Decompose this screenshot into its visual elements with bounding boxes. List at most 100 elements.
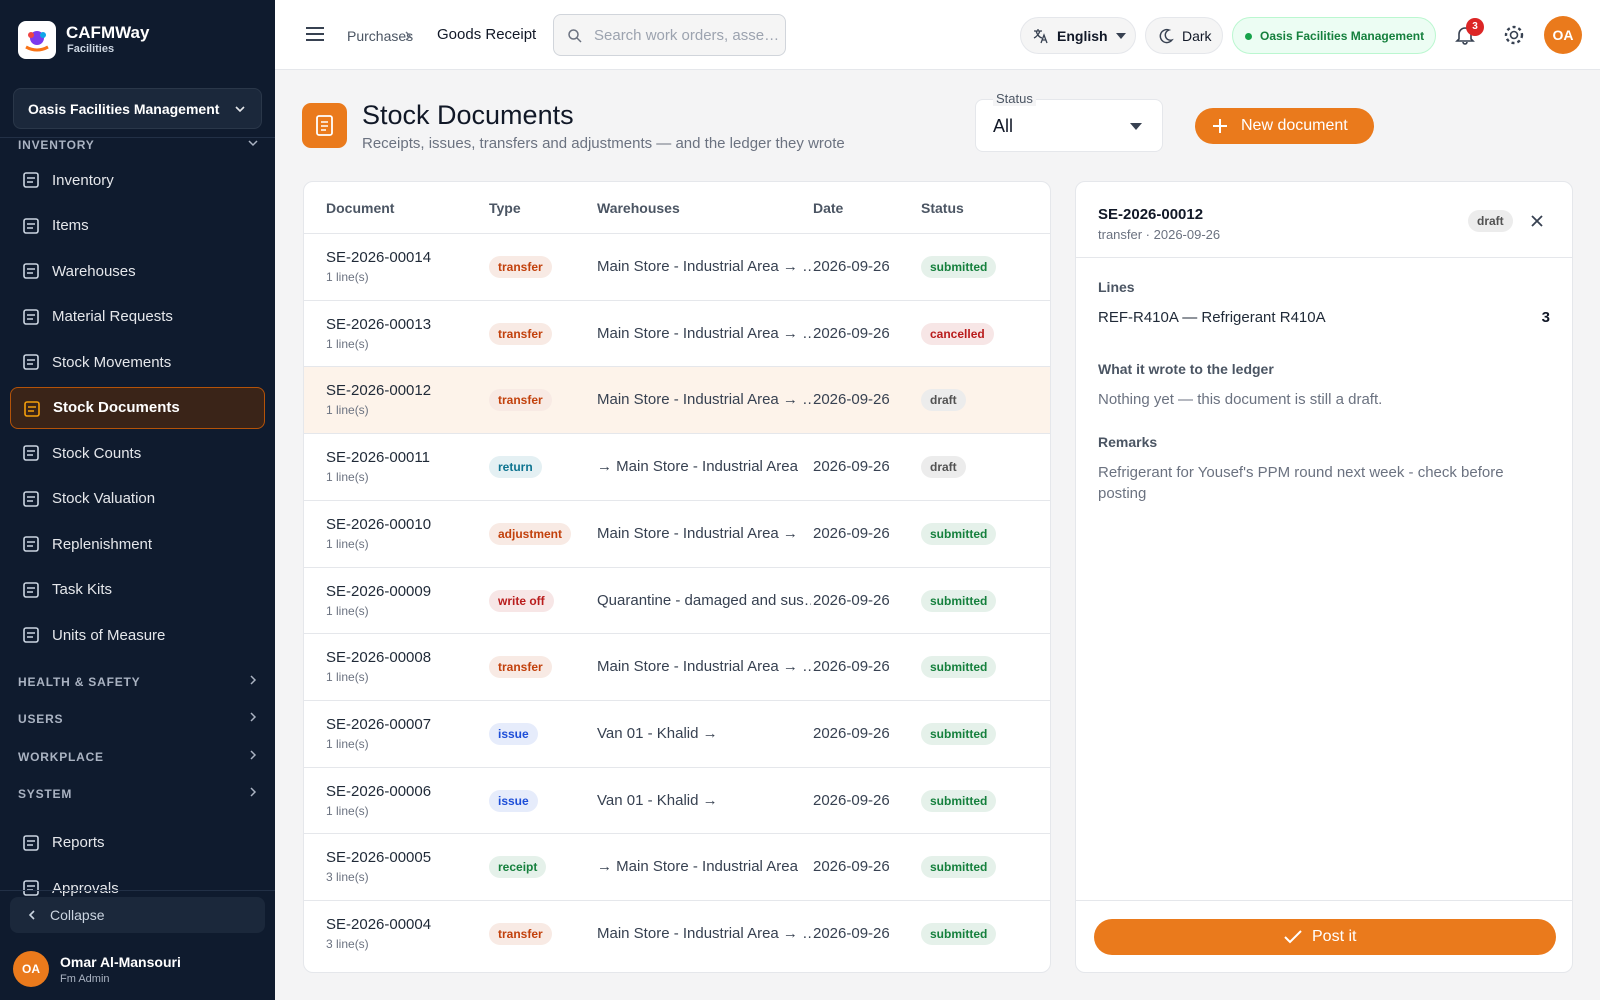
warehouses: Main Store - Industrial Area → … [597, 925, 811, 942]
close-icon[interactable] [1531, 215, 1543, 227]
warehouses: → Main Store - Industrial Area [597, 858, 798, 876]
table-row[interactable]: SE-2026-00013 1 line(s) transfer Main Store… [304, 299, 1050, 367]
nav-section-title: USERS [18, 712, 64, 726]
nav-section[interactable]: HEALTH & SAFETY [18, 675, 258, 689]
nav-item[interactable]: Stock Movements [10, 341, 265, 383]
nav-icon [23, 536, 39, 552]
remarks-heading: Remarks [1098, 434, 1158, 450]
type-badge: write off [489, 589, 554, 612]
table-row[interactable]: SE-2026-00006 1 line(s) issue Van 01 - Khal… [304, 766, 1050, 834]
document-lines: 1 line(s) [326, 603, 369, 618]
remarks-text: Refrigerant for Yousef's PPM round next … [1098, 464, 1504, 502]
page-title: Stock Documents [362, 100, 574, 130]
table-row[interactable]: SE-2026-00012 1 line(s) transfer Main Store… [304, 366, 1050, 434]
chevron [250, 712, 257, 722]
new-document-label: New document [1241, 117, 1348, 134]
status-filter-label: Status [993, 91, 1036, 106]
nav-icon [23, 627, 39, 643]
table-row[interactable]: SE-2026-00009 1 line(s) write off Quarantin… [304, 566, 1050, 634]
divider [1076, 900, 1572, 901]
menu-icon[interactable] [305, 25, 325, 43]
nav-item[interactable]: Items [10, 205, 265, 247]
document-id: SE-2026-00008 [326, 649, 432, 667]
nav-item[interactable]: Inventory [10, 159, 265, 201]
nav-section[interactable]: INVENTORY [18, 138, 258, 152]
table-row[interactable]: SE-2026-00007 1 line(s) issue Van 01 - Khal… [304, 699, 1050, 767]
status-badge: draft [921, 456, 966, 479]
status-badge: draft [921, 389, 966, 412]
settings-icon[interactable] [1503, 24, 1525, 46]
nav-section[interactable]: WORKPLACE [18, 750, 258, 764]
detail-meta: transfer · 2026-09-26 [1098, 227, 1221, 242]
chevron [250, 674, 257, 685]
nav-section[interactable]: SYSTEM [18, 787, 258, 801]
chevron-down [235, 106, 245, 113]
nav-icon [23, 490, 39, 507]
user-role: Fm Admin [60, 973, 110, 985]
nav-item[interactable]: Replenishment [10, 523, 265, 565]
warehouses: Main Store - Industrial Area → [597, 524, 798, 542]
brand-sub: Facilities [67, 43, 115, 55]
nav-item[interactable]: Warehouses [10, 250, 265, 292]
table-row[interactable]: SE-2026-00004 3 line(s) transfer Main Store… [304, 900, 1050, 967]
nav-icon [23, 581, 39, 598]
documents-table: Document Type Warehouses Date Status SE-2026-… [303, 181, 1051, 973]
notification-count: 3 [1466, 18, 1484, 36]
column-header: Warehouses [597, 200, 680, 216]
nav-item[interactable]: Task Kits [10, 569, 265, 611]
avatar[interactable]: OA [1544, 16, 1582, 54]
nav-item-label: Approvals [52, 879, 119, 897]
caret [1130, 123, 1142, 130]
org-select[interactable]: Oasis Facilities Management [13, 88, 262, 129]
document-id: SE-2026-00013 [326, 315, 432, 333]
chevron-left [28, 910, 35, 920]
post-button[interactable]: Post it [1094, 919, 1556, 955]
nav-section[interactable]: USERS [18, 712, 258, 726]
type-badge: return [489, 456, 542, 479]
breadcrumb-link[interactable]: Purchases [347, 28, 414, 44]
table-row[interactable]: SE-2026-00005 3 line(s) receipt → Main Stor… [304, 833, 1050, 900]
table-row[interactable]: SE-2026-00008 1 line(s) transfer Main Store… [304, 633, 1050, 700]
sidebar: CAFMWay Facilities Oasis Facilities Mana… [0, 0, 275, 1000]
breadcrumb-current: Goods Receipt [437, 26, 537, 43]
ledger-heading: What it wrote to the ledger [1098, 361, 1274, 377]
type-badge: issue [489, 722, 538, 745]
nav-item[interactable]: Stock Valuation [10, 478, 265, 520]
language-select[interactable]: English [1020, 17, 1136, 54]
document-id: SE-2026-00006 [326, 782, 432, 800]
detail-status: draft [1468, 210, 1513, 232]
nav-item[interactable]: Units of Measure [10, 614, 265, 656]
status-badge: submitted [921, 722, 997, 745]
table-row[interactable]: SE-2026-00014 1 line(s) transfer Main Store… [304, 233, 1050, 300]
search-box[interactable]: Search work orders, asse… [553, 14, 786, 56]
table-row[interactable]: SE-2026-00010 1 line(s) adjustment Main Sto… [304, 499, 1050, 567]
theme-toggle[interactable]: Dark [1145, 17, 1223, 54]
new-document-button[interactable]: New document [1195, 108, 1374, 144]
nav-item[interactable]: Stock Counts [10, 432, 265, 474]
table-row[interactable]: SE-2026-00011 1 line(s) return → Main Store… [304, 433, 1050, 500]
divider [0, 890, 275, 891]
nav-item[interactable]: Reports [10, 822, 265, 864]
column-header: Document [326, 200, 395, 216]
column-header: Type [489, 200, 521, 216]
date: 2026-09-26 [813, 524, 890, 542]
nav-item-label: Reports [52, 834, 105, 851]
nav-icon [23, 445, 39, 461]
nav-item-label: Stock Counts [52, 444, 142, 462]
user-name: Omar Al-Mansouri [60, 954, 181, 970]
nav-item[interactable]: Material Requests [10, 296, 265, 338]
status-filter[interactable]: Status All [975, 91, 1163, 152]
status-badge: cancelled [921, 322, 994, 345]
lines-heading: Lines [1098, 279, 1135, 295]
date: 2026-09-26 [813, 591, 890, 609]
caret [1116, 33, 1126, 39]
document-id: SE-2026-00010 [326, 515, 432, 533]
collapse-button[interactable]: Collapse [10, 897, 265, 933]
nav-item-label: Stock Movements [52, 353, 172, 371]
nav-item[interactable]: Stock Documents [10, 386, 265, 429]
logo [18, 21, 56, 59]
date: 2026-09-26 [813, 858, 890, 876]
nav-section-title: HEALTH & SAFETY [18, 674, 141, 689]
